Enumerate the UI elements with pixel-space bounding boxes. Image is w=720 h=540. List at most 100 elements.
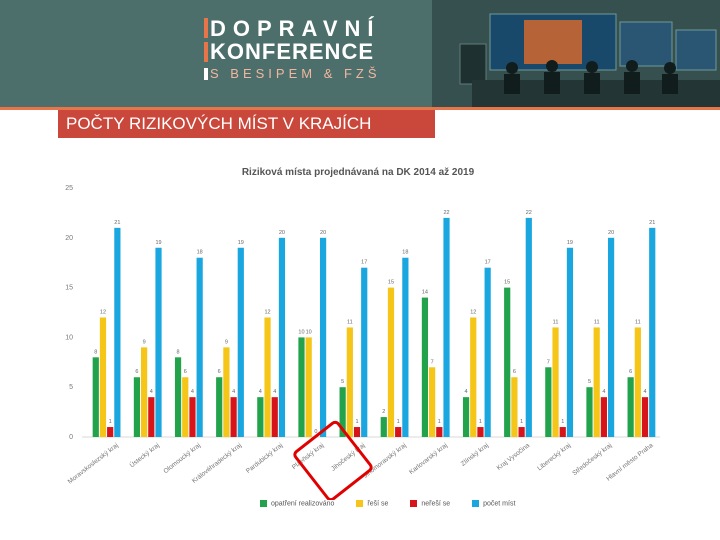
data-label: 10 [306, 329, 312, 335]
header-banner: DOPRAVNÍ KONFERENCE S BESIPEM & FZŠ [0, 0, 720, 107]
bar [305, 337, 312, 437]
x-tick-label: Liberecký kraj [536, 442, 572, 472]
data-label: 9 [225, 339, 228, 345]
x-tick-label: Zlínský kraj [460, 442, 490, 468]
legend-item: opatření realizováno [260, 500, 334, 507]
bar [174, 357, 182, 437]
bar [298, 337, 305, 437]
data-label: 19 [155, 240, 161, 246]
data-label: 4 [150, 389, 153, 395]
data-label: 1 [520, 419, 523, 425]
data-label: 4 [273, 389, 276, 395]
data-label: 1 [355, 419, 358, 425]
data-label: 1 [479, 419, 482, 425]
bar [387, 287, 395, 437]
data-label: 19 [238, 240, 244, 246]
conference-logo: DOPRAVNÍ KONFERENCE S BESIPEM & FZŠ [204, 14, 425, 86]
data-label: 12 [470, 309, 476, 315]
data-label: 21 [114, 220, 120, 226]
bar [216, 377, 223, 437]
legend-swatch [472, 500, 480, 507]
legend-item: počet míst [472, 500, 515, 507]
data-label: 6 [218, 369, 221, 375]
y-tick-label: 25 [65, 185, 73, 192]
bar [649, 227, 656, 437]
bar [237, 247, 244, 437]
bar [107, 427, 114, 437]
bar [182, 377, 189, 437]
data-label: 7 [547, 359, 550, 365]
bar [504, 287, 511, 437]
x-tick-label: Pardubický kraj [245, 442, 284, 475]
data-label: 12 [100, 309, 106, 315]
chart-legend: opatření realizováno řeší se neřeší se p… [260, 500, 535, 507]
bar [271, 397, 278, 437]
data-label: 15 [504, 280, 510, 286]
legend-label: neřeší se [421, 500, 451, 508]
data-label: 12 [264, 309, 270, 315]
data-label: 15 [388, 280, 394, 286]
logo-accent-bar [204, 68, 208, 80]
data-label: 20 [320, 230, 326, 236]
bar [600, 397, 607, 437]
data-label: 10 [298, 329, 304, 335]
data-label: 11 [594, 319, 600, 325]
bar [346, 327, 353, 437]
bar [436, 427, 443, 437]
bar [361, 267, 368, 437]
data-label: 0 [314, 429, 317, 435]
slide-title: POČTY RIZIKOVÝCH MÍST V KRAJÍCH [58, 110, 435, 138]
bar [462, 397, 470, 437]
bar [593, 327, 600, 437]
data-label: 9 [143, 339, 146, 345]
logo-accent-bar [204, 42, 208, 62]
data-label: 4 [465, 389, 468, 395]
bar [641, 397, 649, 437]
data-label: 6 [513, 369, 516, 375]
logo-accent-bar [204, 18, 208, 38]
bar [223, 347, 230, 437]
logo-line-2: KONFERENCE [210, 39, 375, 64]
data-label: 4 [232, 389, 235, 395]
bar [477, 427, 484, 437]
bar [264, 317, 271, 437]
x-tick-label: Jihomoravský kraj [362, 442, 407, 480]
data-label: 2 [382, 409, 385, 415]
bar [196, 257, 203, 437]
y-tick-label: 5 [69, 384, 73, 391]
data-label: 1 [397, 419, 400, 425]
legend-label: opatření realizováno [271, 500, 335, 508]
data-label: 11 [635, 319, 641, 325]
legend-swatch [260, 500, 267, 507]
bar [189, 397, 196, 437]
data-label: 17 [361, 260, 367, 266]
bar [133, 377, 141, 437]
x-tick-label: Kraj Vysočina [496, 442, 532, 472]
x-tick-label: Olomoucký kraj [162, 442, 202, 475]
chart-title: Riziková místa projednávaná na DK 2014 a… [242, 167, 475, 178]
bar [525, 217, 532, 437]
data-label: 1 [109, 419, 112, 425]
bar [114, 227, 121, 437]
data-label: 21 [649, 220, 655, 226]
logo-line-1: DOPRAVNÍ [210, 16, 381, 41]
data-label: 8 [177, 349, 180, 355]
bar [634, 327, 641, 437]
bar [470, 317, 477, 437]
legend-label: počet míst [483, 500, 516, 508]
data-label: 14 [422, 290, 428, 296]
bar [99, 317, 107, 437]
data-label: 4 [259, 389, 262, 395]
bar [278, 237, 286, 437]
bar [511, 377, 518, 437]
bar [607, 237, 615, 437]
bar [421, 297, 429, 437]
x-tick-label: Moravskoslezský kraj [67, 442, 120, 486]
data-label: 6 [135, 369, 138, 375]
bar [402, 257, 409, 437]
highlight-box [293, 420, 373, 500]
bar [92, 357, 99, 437]
bar [319, 237, 327, 437]
data-label: 7 [431, 359, 434, 365]
data-label: 20 [608, 230, 614, 236]
